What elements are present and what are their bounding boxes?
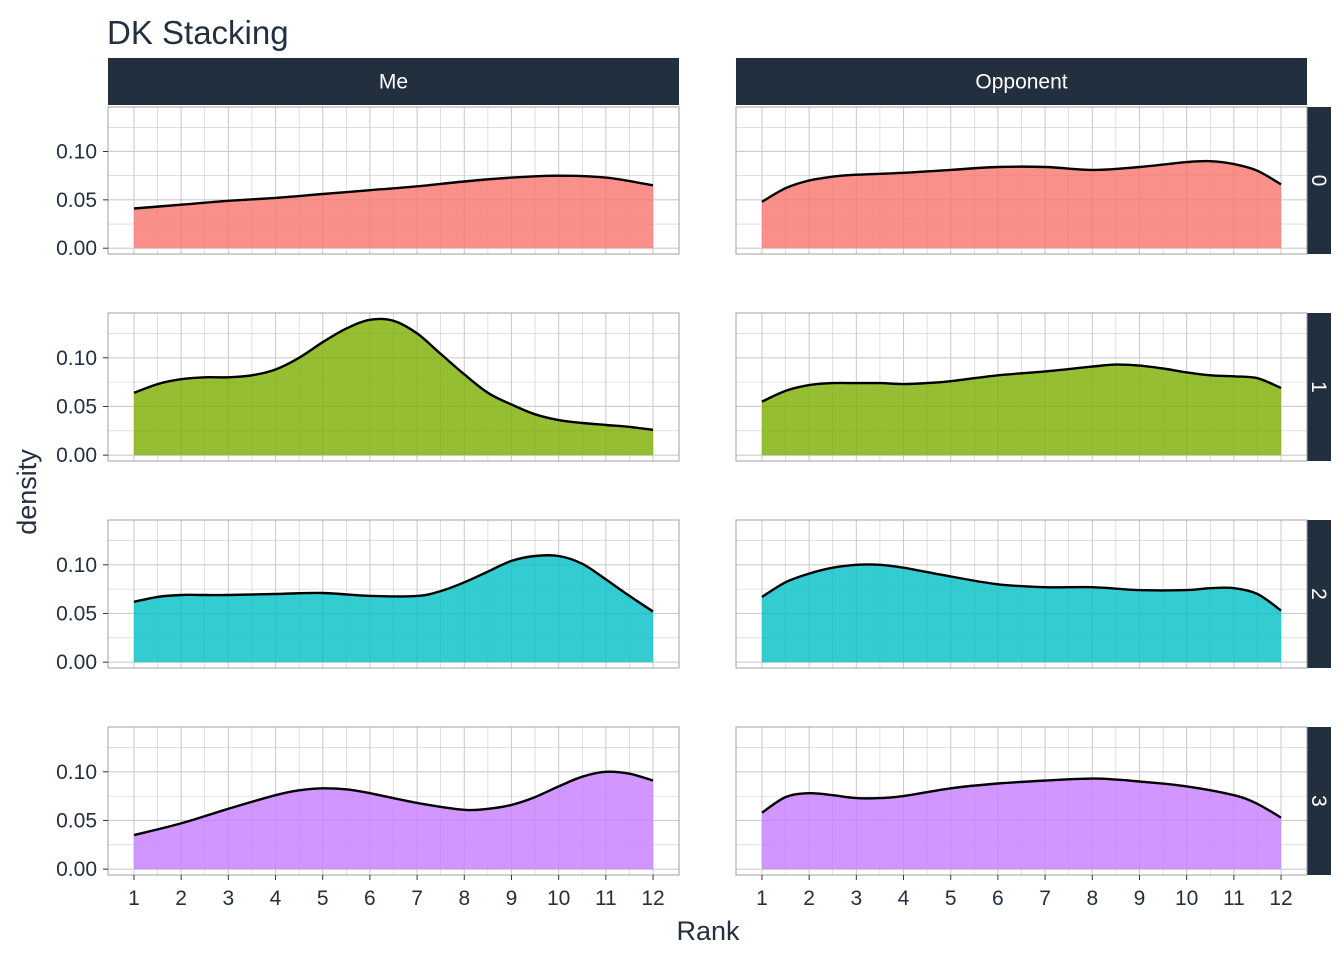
panel-border (735, 106, 1308, 255)
y-tick-label: 0.00 (56, 651, 97, 674)
panel-border (107, 726, 680, 876)
density-area (762, 364, 1281, 456)
density-area (134, 771, 653, 870)
column-strip-label: Opponent (975, 71, 1067, 94)
x-tick-label: 10 (547, 887, 570, 910)
density-line (761, 777, 1282, 819)
density-area (134, 555, 653, 663)
y-tick-label: 0.10 (56, 347, 97, 370)
panel-me-1: 0.00 0.05 0.10 (56, 312, 680, 467)
panel-border (735, 312, 1308, 462)
density-area (134, 318, 653, 456)
x-tick-label: 3 (222, 887, 234, 910)
x-tick-label: 2 (175, 887, 187, 910)
column-strip (108, 58, 679, 105)
row-strip-label: 3 (1307, 795, 1330, 807)
x-tick-label: 5 (317, 887, 329, 910)
density-line (761, 563, 1282, 612)
x-tick-label: 12 (641, 887, 664, 910)
density-line (133, 317, 654, 431)
chart-title: DK Stacking (107, 14, 289, 51)
x-tick-label: 10 (1175, 887, 1198, 910)
x-tick-label: 9 (1134, 887, 1146, 910)
x-tick-label: 1 (756, 887, 768, 910)
density-area (762, 778, 1281, 870)
x-tick-label: 4 (898, 887, 910, 910)
x-tick-label: 11 (1223, 887, 1245, 910)
y-axis-label: density (12, 449, 42, 535)
x-tick-label: 6 (992, 887, 1004, 910)
x-tick-label: 11 (595, 887, 617, 910)
x-tick-label: 8 (458, 887, 470, 910)
panel-border (107, 519, 680, 669)
row-strip-label: 0 (1307, 175, 1330, 187)
panel-border (107, 106, 680, 255)
y-tick-label: 0.10 (56, 554, 97, 577)
y-tick-label: 0.00 (56, 237, 97, 260)
panel-opponent-3: 1 2 3 4 5 6 7 8 9 10 11 12 (735, 726, 1308, 910)
density-area (762, 564, 1281, 663)
x-tick-label: 6 (364, 887, 376, 910)
panel-border (735, 726, 1308, 876)
panel-opponent-1 (735, 312, 1308, 462)
x-tick-label: 12 (1269, 887, 1292, 910)
y-tick-label: 0.10 (56, 140, 97, 163)
y-tick-label: 0.00 (56, 444, 97, 467)
row-strip (1307, 107, 1331, 254)
row-strip-label: 1 (1307, 381, 1330, 393)
density-area (762, 161, 1281, 249)
row-strip-label: 2 (1307, 588, 1330, 600)
row-strip (1307, 520, 1331, 668)
y-tick-label: 0.00 (56, 858, 97, 881)
x-tick-label: 4 (270, 887, 282, 910)
row-strip (1307, 313, 1331, 461)
density-line (133, 174, 654, 210)
x-tick-label: 8 (1086, 887, 1098, 910)
y-tick-label: 0.05 (56, 189, 97, 212)
x-tick-label: 9 (506, 887, 518, 910)
x-tick-label: 7 (411, 887, 423, 910)
y-tick-label: 0.05 (56, 602, 97, 625)
panel-grid: Me Opponent01230.000.050.100.000.050.100.… (56, 58, 1331, 910)
density-line (761, 363, 1282, 403)
column-strip-label: Me (379, 71, 408, 94)
panel-border (107, 312, 680, 462)
y-tick-label: 0.10 (56, 761, 97, 784)
column-strip (736, 58, 1307, 105)
density-line (133, 554, 654, 613)
x-tick-label: 1 (128, 887, 140, 910)
panel-opponent-2 (735, 519, 1308, 669)
x-tick-label: 2 (803, 887, 815, 910)
panel-me-3: 0.000.050.101 2 3 4 5 6 7 8 9 10 11 12 (56, 726, 680, 910)
y-tick-label: 0.05 (56, 395, 97, 418)
density-line (133, 770, 654, 837)
panel-me-2: 0.00 0.05 0.10 (56, 519, 680, 674)
y-tick-label: 0.05 (56, 809, 97, 832)
x-axis-label: Rank (676, 916, 740, 946)
panel-opponent-0 (735, 106, 1308, 255)
x-tick-label: 7 (1039, 887, 1051, 910)
x-tick-label: 5 (945, 887, 957, 910)
density-line (761, 159, 1282, 203)
x-tick-label: 3 (850, 887, 862, 910)
row-strip (1307, 727, 1331, 875)
density-area (134, 175, 653, 249)
panel-border (735, 519, 1308, 669)
panel-me-0: 0.00 0.05 0.10 (56, 106, 680, 260)
